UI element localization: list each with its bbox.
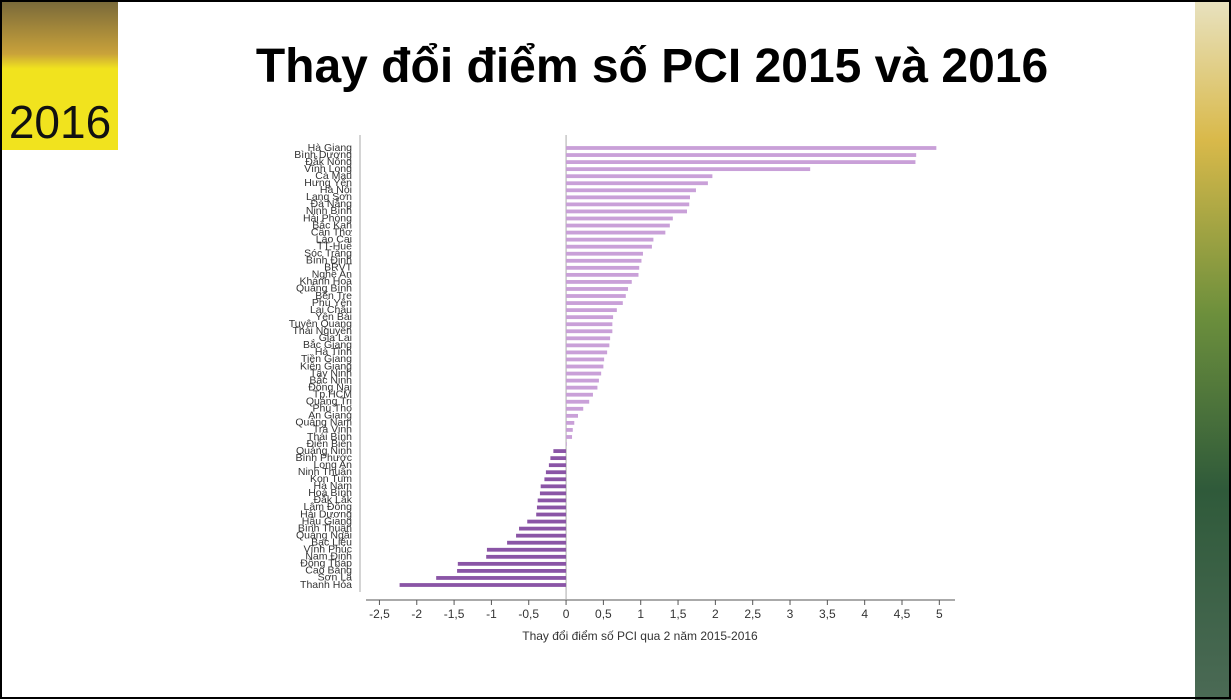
bar — [541, 484, 566, 488]
bar — [537, 506, 566, 510]
bar — [566, 393, 593, 397]
bar — [566, 379, 599, 383]
x-tick-label: 1 — [637, 607, 644, 621]
bar — [566, 202, 689, 206]
x-tick-label: -2,5 — [369, 607, 390, 621]
bar — [544, 477, 566, 481]
bar — [566, 442, 567, 446]
bar — [538, 499, 566, 503]
bar — [487, 548, 566, 552]
bar — [550, 456, 566, 460]
bar — [566, 386, 597, 390]
bar — [400, 583, 566, 587]
bar — [566, 414, 578, 418]
bar — [566, 421, 574, 425]
x-tick-label: -2 — [411, 607, 422, 621]
bar — [566, 167, 810, 171]
bar — [507, 541, 566, 545]
x-tick-label: 3 — [787, 607, 794, 621]
bar — [540, 491, 566, 495]
bar — [566, 146, 936, 150]
bar — [566, 322, 612, 326]
bar — [553, 449, 566, 453]
bar — [549, 463, 566, 467]
slide-border — [1, 1, 1230, 698]
x-tick-label: 0 — [563, 607, 570, 621]
x-tick-label: -0,5 — [518, 607, 539, 621]
bar — [566, 287, 628, 291]
x-tick-label: 4,5 — [894, 607, 911, 621]
bar — [566, 280, 632, 284]
x-tick-label: 2 — [712, 607, 719, 621]
bar — [566, 224, 670, 228]
x-tick-label: -1 — [486, 607, 497, 621]
bar — [566, 273, 638, 277]
x-tick-label: -1,5 — [444, 607, 465, 621]
x-tick-label: 2,5 — [744, 607, 761, 621]
bar — [566, 238, 653, 242]
bar — [566, 245, 652, 249]
bar — [457, 569, 566, 573]
bar — [566, 407, 583, 411]
bar — [566, 195, 690, 199]
bar — [566, 259, 641, 263]
bar — [566, 329, 612, 333]
x-tick-label: 0,5 — [595, 607, 612, 621]
bar — [566, 153, 916, 157]
bar — [566, 188, 696, 192]
bar — [566, 174, 712, 178]
x-tick-label: 1,5 — [670, 607, 687, 621]
bar — [566, 400, 589, 404]
bar — [527, 520, 566, 524]
bar — [546, 470, 566, 474]
decor-strip — [1195, 0, 1231, 700]
x-tick-label: 3,5 — [819, 607, 836, 621]
bar — [566, 428, 573, 432]
bar — [566, 365, 603, 369]
bar — [519, 527, 566, 531]
x-tick-label: 5 — [936, 607, 943, 621]
bar — [566, 336, 610, 340]
logo-text: 2016 — [9, 96, 111, 148]
bar — [458, 562, 566, 566]
bar — [566, 210, 687, 214]
bar — [566, 160, 915, 164]
bar — [566, 308, 617, 312]
bar — [566, 231, 665, 235]
category-label: Thanh Hóa — [300, 579, 352, 591]
bar — [516, 534, 566, 538]
bar — [566, 343, 609, 347]
x-tick-label: 4 — [861, 607, 868, 621]
bar — [566, 294, 626, 298]
bar — [566, 372, 601, 376]
bar — [566, 181, 708, 185]
bar — [566, 266, 639, 270]
bar — [566, 358, 604, 362]
bar — [566, 252, 643, 256]
bar — [486, 555, 566, 559]
chart-title: Thay đổi điểm số PCI 2015 và 2016 — [256, 40, 1048, 93]
bar — [436, 576, 566, 580]
x-axis-title: Thay đổi điểm số PCI qua 2 năm 2015-2016 — [522, 629, 758, 643]
bar — [566, 351, 607, 355]
bar — [566, 217, 673, 221]
bar — [566, 301, 623, 305]
bar — [536, 513, 566, 517]
bar — [566, 435, 572, 439]
slide: 2016 Thay đổi điểm số PCI 2015 và 2016 T… — [0, 0, 1231, 700]
bar — [566, 315, 613, 319]
